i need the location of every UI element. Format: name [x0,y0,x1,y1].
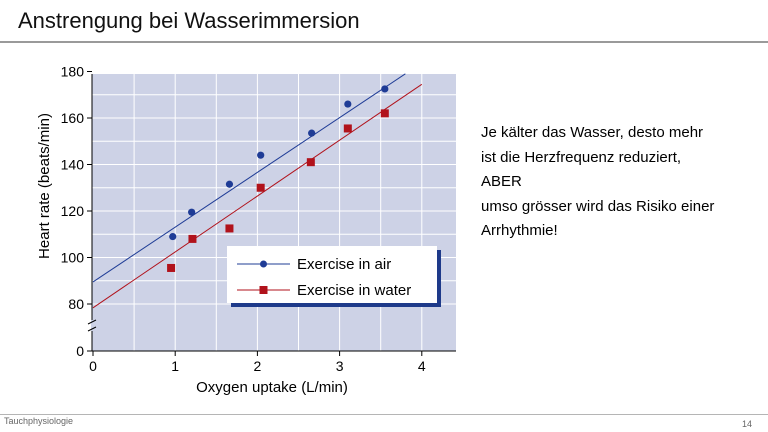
y-tick-label: 0 [76,343,84,359]
y-tick-label: 120 [61,203,85,219]
y-axis-gap [91,320,93,331]
axes [87,71,456,356]
data-point-air [381,85,389,93]
x-tick-label: 0 [89,358,97,374]
data-point-air [188,208,196,216]
slide-title: Anstrengung bei Wasserimmersion [18,8,360,33]
heart-rate-chart: 0 80 100 120 140 160 180 0 1 2 3 4 Oxygen uptake (… [36,64,456,396]
data-point-water [256,183,265,192]
footer-divider [0,414,768,415]
data-point-water [343,124,352,133]
data-point-air [344,100,352,108]
text-line: Je kälter das Wasser, desto mehr [481,124,704,141]
text-line: Arrhythmie! [481,222,558,239]
y-tick-label: 180 [61,64,85,80]
data-point-air [225,180,234,188]
data-point-water [380,109,389,118]
data-point-air [257,151,265,159]
text-line: umso grösser wird das Risiko einer [481,197,715,215]
data-point-water [167,263,176,272]
legend-water-label: Exercise in water [297,282,411,299]
legend-water-marker [259,286,268,294]
text-line: ist die Herzfrequenz reduziert, [481,148,682,166]
x-tick-label: 1 [171,358,179,374]
y-tick-label: 140 [61,157,85,173]
legend: Exercise in air Exercise in water [227,246,441,307]
y-tick-label: 160 [61,110,85,126]
x-tick-label: 4 [418,358,426,374]
y-axis-break-top [87,319,97,325]
y-tick-labels: 0 80 100 120 140 160 180 [61,64,85,360]
fit-lines [92,73,423,309]
y-tick-label: 100 [61,250,85,266]
fit-line-air [92,73,406,283]
data-point-air [308,129,316,137]
explanation-text: Je kälter das Wasser, desto mehr ist die… [481,121,761,244]
footer-label: Tauchphysiologie [4,416,74,426]
plot-area [92,74,456,351]
title-divider [0,41,768,43]
text-line: ABER [481,173,522,190]
data-point-water [225,224,234,233]
fit-line-water [92,83,423,309]
x-tick-label: 3 [336,358,344,374]
legend-air-marker [260,260,267,268]
x-tick-labels: 0 1 2 3 4 [89,358,426,374]
data-point-water [306,158,315,167]
x-axis-label: Oxygen uptake (L/min) [196,379,348,396]
data-point-water [188,234,197,243]
page-number: 14 [741,419,752,429]
y-tick-label: 80 [68,296,84,312]
data-point-air [169,232,177,241]
data-points [167,85,389,272]
legend-air-label: Exercise in air [297,256,391,273]
y-axis-break-bottom [87,326,97,332]
x-tick-label: 2 [254,358,262,374]
y-axis-label: Heart rate (beats/min) [36,113,53,259]
